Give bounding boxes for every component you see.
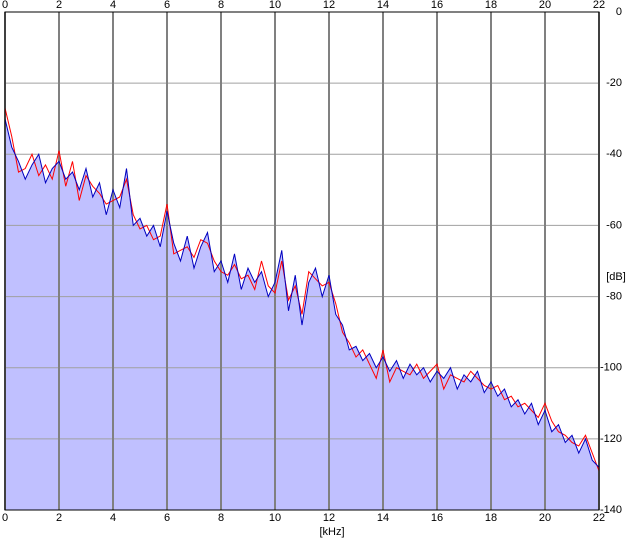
line	[4, 107, 600, 472]
x-tick-label: 16	[431, 0, 443, 11]
area	[5, 118, 599, 510]
y-axis-label: [dB]	[606, 271, 626, 283]
plot-border	[4, 11, 600, 511]
y-tick-label: -40	[606, 148, 622, 160]
y-tick-label: -20	[606, 77, 622, 89]
x-tick-label: 20	[539, 512, 551, 524]
x-tick-label: 2	[56, 0, 62, 11]
y-tick-label: 0	[616, 6, 622, 18]
x-tick-label: 22	[593, 0, 605, 11]
x-tick-label: 6	[164, 0, 170, 11]
x-tick-label: 16	[431, 512, 443, 524]
x-tick-label: 10	[269, 512, 281, 524]
x-tick-label: 12	[323, 0, 335, 11]
line	[4, 118, 600, 468]
x-tick-label: 18	[485, 0, 497, 11]
x-tick-label: 6	[164, 512, 170, 524]
x-tick-label: 14	[377, 512, 389, 524]
y-tick-label: -140	[600, 504, 622, 516]
y-tick-label: -80	[606, 290, 622, 302]
x-tick-label: 0	[2, 0, 8, 11]
y-tick-label: -120	[600, 433, 622, 445]
x-tick-label: 10	[269, 0, 281, 11]
x-tick-label: 4	[110, 512, 116, 524]
x-tick-label: 0	[2, 512, 8, 524]
x-tick-label: 12	[323, 512, 335, 524]
x-tick-label: 4	[110, 0, 116, 11]
x-tick-label: 20	[539, 0, 551, 11]
x-tick-label: 22	[593, 512, 605, 524]
y-tick-label: -60	[606, 219, 622, 231]
x-tick-label: 8	[218, 0, 224, 11]
x-tick-label: 14	[377, 0, 389, 11]
x-tick-label: 8	[218, 512, 224, 524]
x-tick-label: 2	[56, 512, 62, 524]
x-axis-label: [kHz]	[319, 526, 344, 538]
x-tick-label: 18	[485, 512, 497, 524]
y-tick-label: -100	[600, 362, 622, 374]
